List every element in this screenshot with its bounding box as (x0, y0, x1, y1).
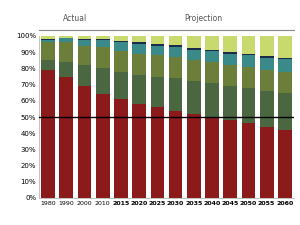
Bar (187, 60, 201, 81)
Bar (260, 58, 274, 70)
Bar (260, 70, 274, 91)
Bar (242, 67, 255, 88)
Bar (278, 130, 292, 198)
Bar (96, 68, 110, 94)
Bar (78, 39, 92, 40)
Bar (187, 48, 201, 50)
Bar (187, 50, 201, 60)
Bar (205, 117, 219, 198)
Bar (78, 40, 92, 46)
Bar (242, 55, 255, 67)
Bar (59, 62, 73, 76)
Text: Projection: Projection (184, 14, 222, 23)
Bar (78, 36, 92, 39)
Bar (132, 104, 146, 198)
Bar (205, 62, 219, 83)
Bar (151, 46, 164, 55)
Bar (59, 36, 73, 38)
Bar (78, 86, 92, 198)
Bar (151, 44, 164, 46)
Bar (224, 52, 237, 54)
Bar (260, 56, 274, 58)
Bar (169, 45, 182, 47)
Bar (205, 51, 219, 62)
Bar (114, 41, 128, 42)
Text: Actual: Actual (63, 14, 88, 23)
Bar (41, 70, 55, 198)
Bar (114, 72, 128, 99)
Bar (187, 81, 201, 114)
Bar (96, 36, 110, 39)
Bar (151, 36, 164, 44)
Bar (278, 36, 292, 58)
Bar (169, 57, 182, 78)
Bar (224, 65, 237, 86)
Bar (132, 54, 146, 75)
Bar (260, 127, 274, 198)
Bar (96, 40, 110, 47)
Bar (278, 59, 292, 72)
Bar (41, 60, 55, 70)
Bar (59, 76, 73, 198)
Bar (278, 58, 292, 59)
Bar (242, 36, 255, 54)
Bar (278, 93, 292, 130)
Bar (78, 46, 92, 65)
Bar (59, 43, 73, 62)
Bar (205, 83, 219, 117)
Bar (41, 40, 55, 43)
Bar (41, 43, 55, 60)
Bar (96, 94, 110, 198)
Bar (260, 36, 274, 56)
Bar (224, 86, 237, 120)
Bar (132, 43, 146, 44)
Bar (169, 110, 182, 198)
Bar (41, 36, 55, 39)
Bar (224, 54, 237, 65)
Bar (242, 88, 255, 124)
Bar (41, 39, 55, 40)
Bar (132, 75, 146, 104)
Bar (114, 51, 128, 72)
Bar (169, 78, 182, 110)
Bar (59, 38, 73, 43)
Bar (151, 76, 164, 107)
Bar (187, 36, 201, 48)
Bar (242, 54, 255, 55)
Bar (205, 36, 219, 50)
Bar (151, 55, 164, 76)
Bar (114, 99, 128, 198)
Bar (78, 65, 92, 86)
Bar (169, 36, 182, 45)
Bar (96, 47, 110, 68)
Bar (205, 50, 219, 51)
Bar (114, 36, 128, 41)
Bar (187, 114, 201, 198)
Bar (96, 39, 110, 40)
Bar (260, 91, 274, 127)
Bar (114, 42, 128, 51)
Bar (278, 72, 292, 93)
Bar (242, 124, 255, 198)
Bar (224, 36, 237, 52)
Bar (132, 36, 146, 43)
Bar (169, 47, 182, 57)
Bar (224, 120, 237, 198)
Bar (151, 107, 164, 198)
Bar (132, 44, 146, 54)
